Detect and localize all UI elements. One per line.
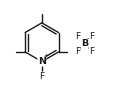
Text: −: −: [86, 36, 91, 41]
Text: F: F: [39, 72, 44, 81]
Text: F: F: [75, 47, 80, 56]
Text: N: N: [38, 57, 46, 66]
Text: +: +: [43, 53, 49, 58]
Text: F: F: [89, 47, 94, 56]
Text: F: F: [75, 32, 80, 41]
Text: F: F: [89, 32, 94, 41]
Text: B: B: [81, 40, 88, 48]
